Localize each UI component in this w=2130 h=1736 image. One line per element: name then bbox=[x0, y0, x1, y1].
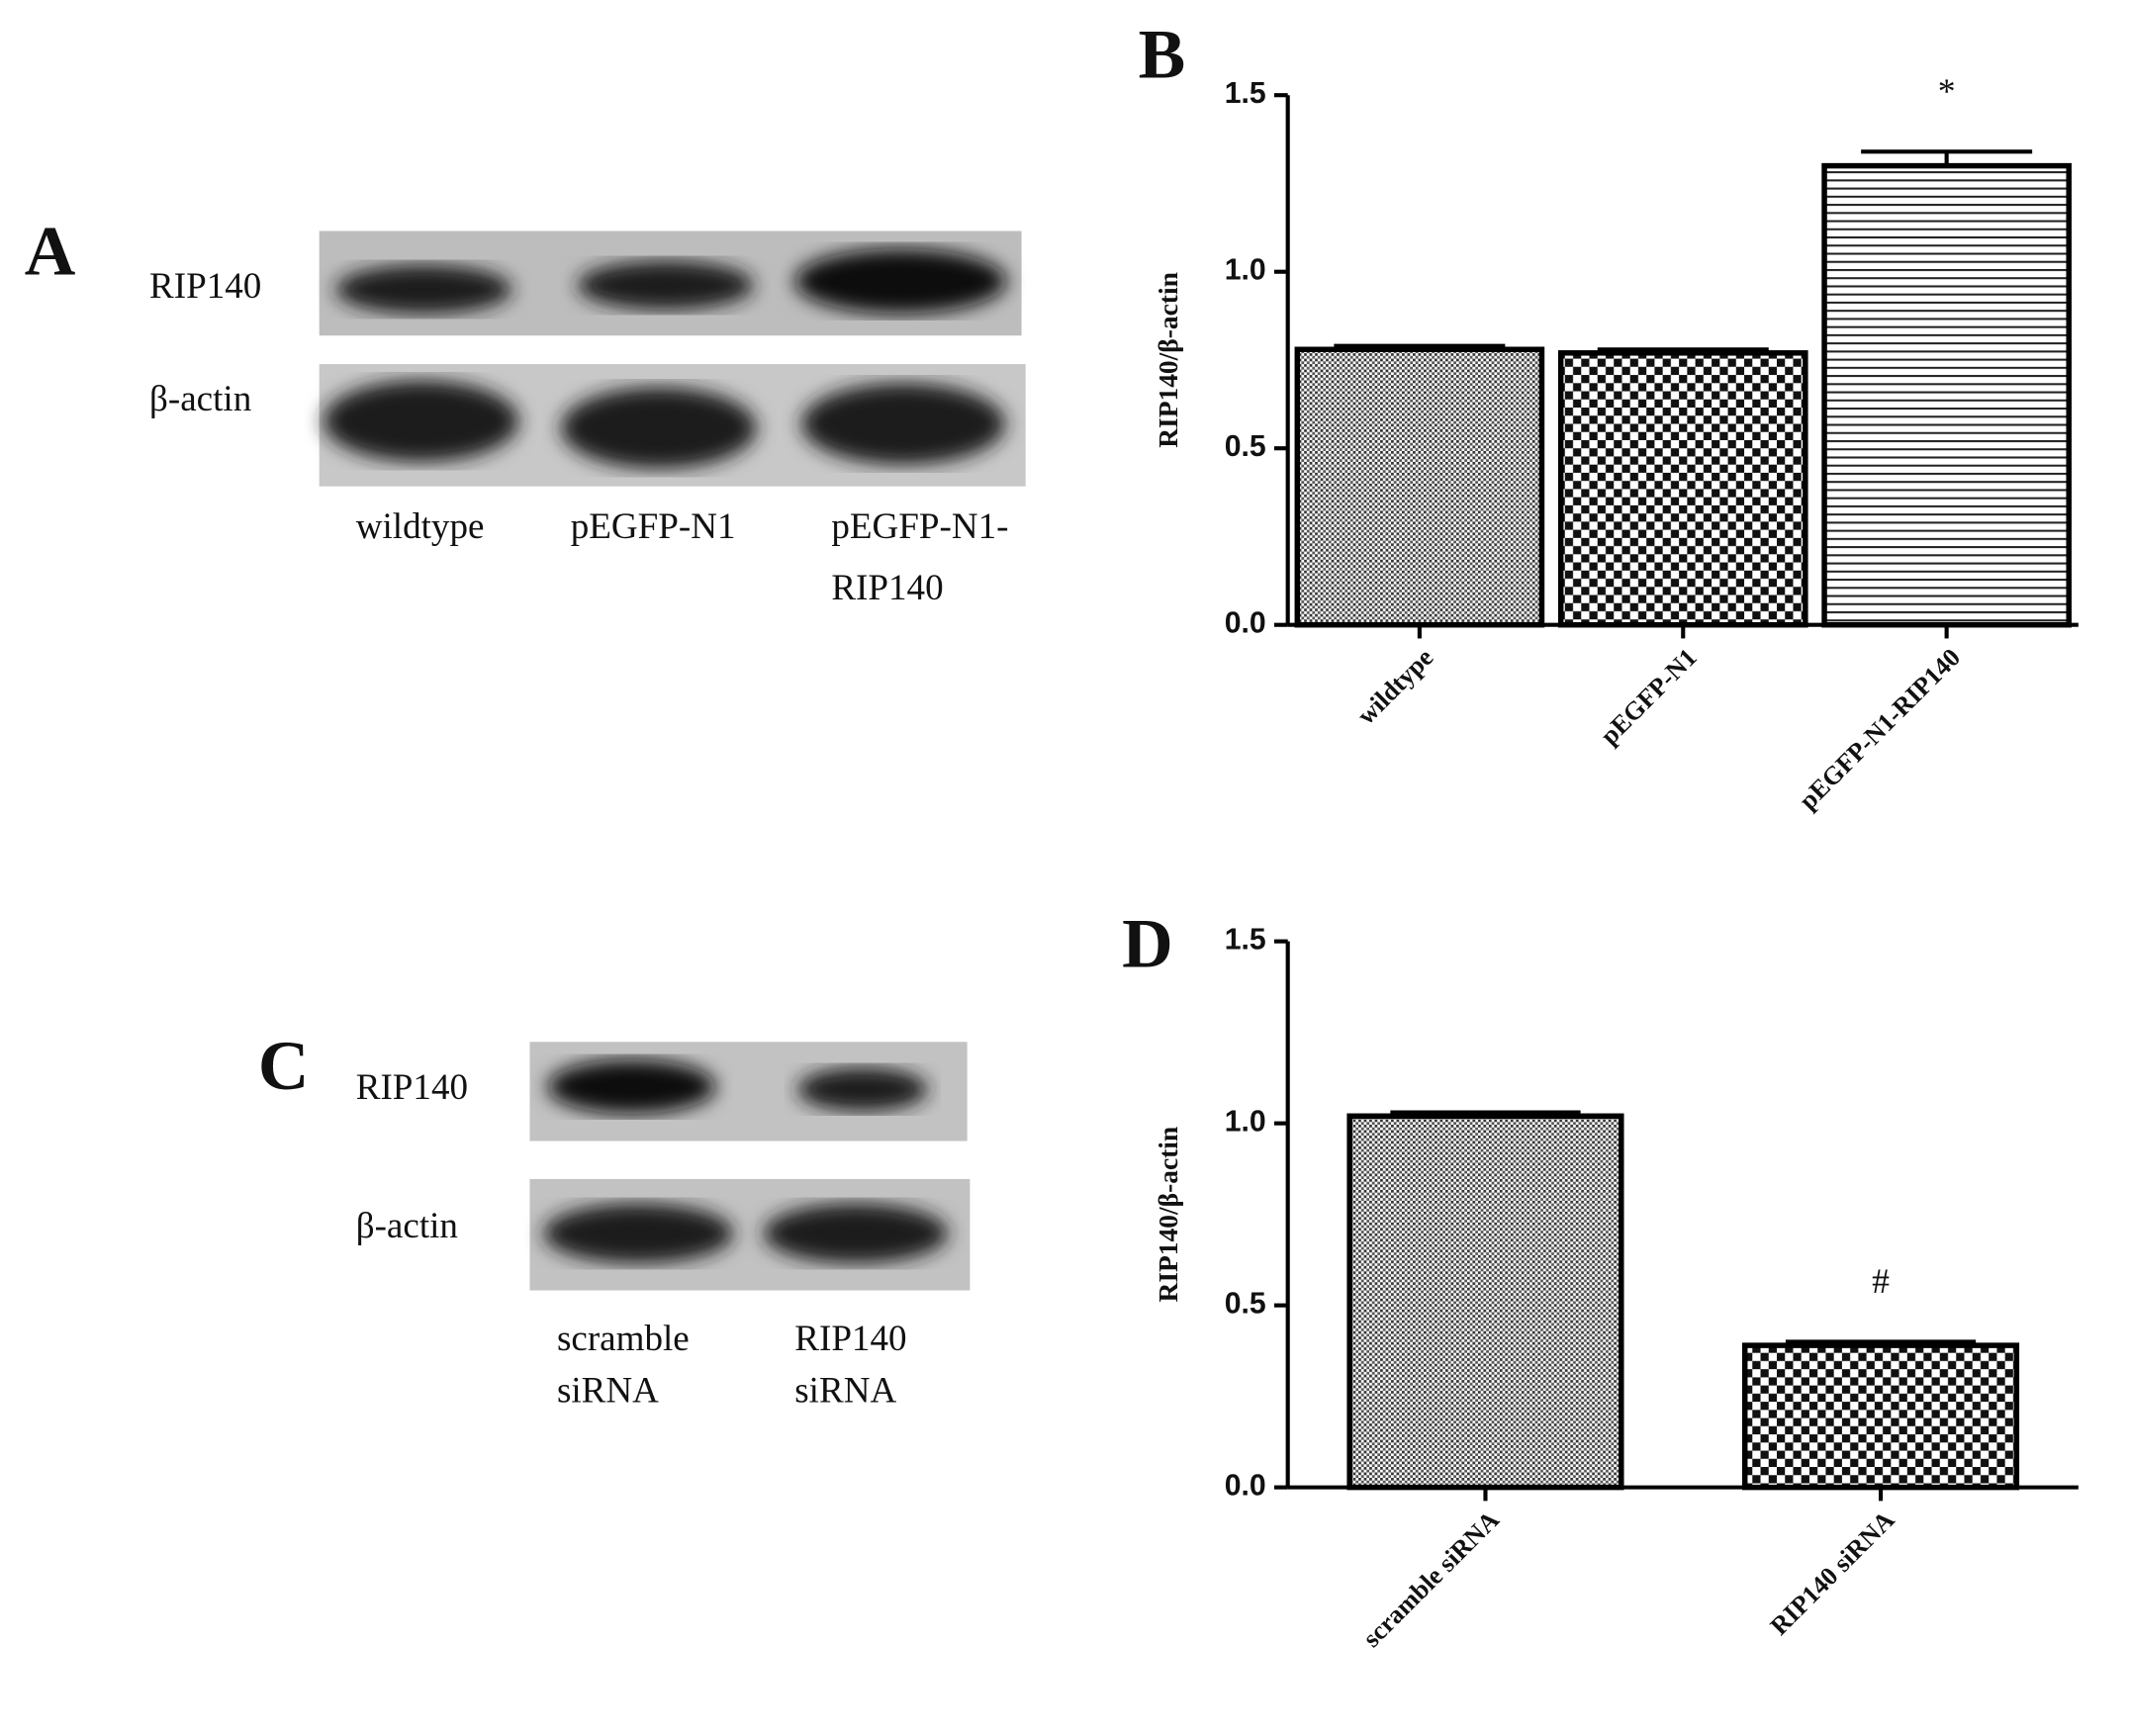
bar bbox=[1557, 350, 1808, 628]
x-tick-label: scramble siRNA bbox=[1357, 1506, 1505, 1653]
blot-a bbox=[319, 230, 1026, 487]
annotation: * bbox=[1938, 71, 1956, 111]
panel-letter: B bbox=[1139, 15, 1186, 93]
lane-label: pEGFP-N1 bbox=[571, 506, 736, 547]
y-axis-title: RIP140/β-actin bbox=[1154, 272, 1183, 448]
lane-label: RIP140 bbox=[831, 568, 943, 608]
y-tick-label: 1.5 bbox=[1225, 77, 1266, 110]
y-tick-label: 0.0 bbox=[1225, 1470, 1266, 1503]
panel-letter: A bbox=[25, 212, 76, 290]
panel-letter: D bbox=[1122, 905, 1173, 983]
lane-label: siRNA bbox=[557, 1370, 659, 1411]
panel-letter: C bbox=[258, 1027, 310, 1105]
blot-c bbox=[529, 1042, 971, 1291]
bar bbox=[1741, 1342, 2020, 1491]
lane-label: siRNA bbox=[794, 1370, 896, 1411]
lane-label: RIP140 bbox=[794, 1319, 906, 1359]
x-tick-label: pEGFP-N1 bbox=[1595, 643, 1703, 751]
y-tick-label: 0.0 bbox=[1225, 607, 1266, 640]
y-tick-label: 1.5 bbox=[1225, 924, 1266, 957]
row-label: RIP140 bbox=[149, 266, 261, 307]
row-label: RIP140 bbox=[356, 1067, 468, 1108]
lane-label: scramble bbox=[557, 1319, 690, 1359]
row-label: β-actin bbox=[149, 379, 251, 419]
lane-label: pEGFP-N1- bbox=[831, 506, 1008, 547]
y-tick-label: 1.0 bbox=[1225, 1106, 1266, 1139]
lane-label: wildtype bbox=[356, 506, 485, 547]
bar bbox=[1294, 346, 1545, 628]
x-tick-label: wildtype bbox=[1351, 643, 1438, 730]
x-tick-label: RIP140 siRNA bbox=[1765, 1506, 1900, 1641]
annotation: # bbox=[1872, 1261, 1890, 1301]
y-axis-title: RIP140/β-actin bbox=[1154, 1127, 1183, 1303]
y-tick-label: 0.5 bbox=[1225, 1288, 1266, 1321]
row-label: β-actin bbox=[356, 1206, 458, 1246]
y-tick-label: 0.5 bbox=[1225, 430, 1266, 463]
y-tick-label: 1.0 bbox=[1225, 254, 1266, 287]
x-tick-label: pEGFP-N1-RIP140 bbox=[1794, 643, 1966, 815]
bar bbox=[1346, 1113, 1624, 1491]
bar bbox=[1821, 162, 2072, 628]
